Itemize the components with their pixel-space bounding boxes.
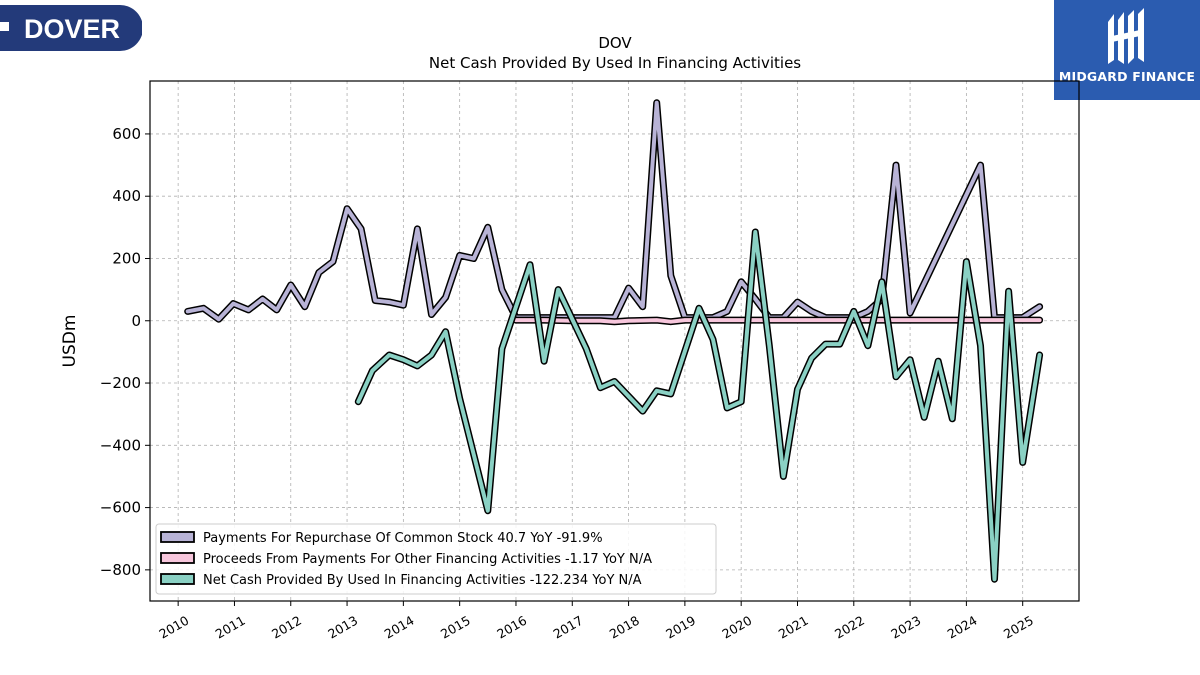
dover-logo-text: DOVER	[24, 14, 120, 44]
x-tick-label: 2015	[438, 613, 473, 642]
x-tick-label: 2011	[213, 613, 248, 642]
legend-item-label: Payments For Repurchase Of Common Stock …	[203, 531, 603, 546]
legend-box	[155, 523, 717, 595]
plot-frame	[149, 80, 1080, 602]
series-line-net-cash	[354, 228, 1044, 583]
series-layer	[184, 99, 1044, 583]
x-tick-label: 2017	[550, 613, 585, 642]
legend-item-label: Net Cash Provided By Used In Financing A…	[203, 573, 642, 588]
x-tick-label: 2024	[945, 613, 980, 642]
legend-swatch	[160, 552, 195, 564]
x-tick-label: 2018	[607, 613, 642, 642]
series-line-other-financing	[512, 316, 1044, 326]
x-tick-label: 2016	[494, 613, 529, 642]
y-tick-label: 600	[112, 125, 141, 143]
y-tick-label: −600	[100, 499, 141, 517]
y-axis-label: USDm	[60, 315, 80, 368]
x-tick-label: 2021	[776, 613, 811, 642]
legend-item-label: Proceeds From Payments For Other Financi…	[203, 552, 652, 567]
y-tick-label: 400	[112, 187, 141, 205]
y-tick-label: −400	[100, 436, 141, 454]
dover-logo: DOVER	[0, 5, 143, 51]
series-line-net-cash-stroke	[356, 230, 1042, 582]
x-tick-label: 2023	[888, 613, 923, 642]
y-tick-label: −200	[100, 374, 141, 392]
chart-subtitle: Net Cash Provided By Used In Financing A…	[429, 54, 801, 72]
y-tick-label: 0	[131, 312, 141, 330]
midgard-logo-icon	[1108, 8, 1144, 64]
legend-swatch	[160, 573, 195, 585]
x-tick-label: 2012	[269, 613, 304, 642]
grid-lines	[150, 81, 1079, 601]
x-tick-label: 2014	[382, 613, 417, 642]
x-tick-label: 2020	[719, 613, 754, 642]
legend: Payments For Repurchase Of Common Stock …	[155, 523, 717, 595]
legend-swatch	[160, 531, 195, 543]
midgard-finance-logo: MIDGARD FINANCE	[1054, 0, 1200, 100]
x-tick-label: 2010	[156, 613, 191, 642]
chart-title: DOV	[598, 34, 632, 52]
dover-logo-mark: DOVER	[0, 5, 143, 51]
x-tick-label: 2013	[325, 613, 360, 642]
series-line-other-financing-stroke	[514, 318, 1042, 324]
x-tick-label: 2019	[663, 613, 698, 642]
y-tick-label: 200	[112, 249, 141, 267]
y-tick-label: −800	[100, 561, 141, 579]
series-line-repurchase	[184, 99, 1044, 323]
x-tick-label: 2022	[832, 613, 867, 642]
series-line-repurchase-outline	[184, 99, 1044, 323]
x-tick-label: 2025	[1001, 613, 1036, 642]
midgard-logo-text: MIDGARD FINANCE	[1058, 69, 1196, 84]
